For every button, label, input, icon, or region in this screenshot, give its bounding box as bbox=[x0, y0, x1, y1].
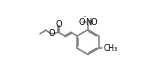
Text: O: O bbox=[55, 20, 62, 29]
Text: ⁻: ⁻ bbox=[82, 16, 86, 22]
Text: N: N bbox=[85, 17, 91, 27]
Text: CH₃: CH₃ bbox=[104, 44, 118, 53]
Text: O: O bbox=[48, 29, 55, 38]
Text: O: O bbox=[90, 17, 97, 27]
Text: O: O bbox=[79, 17, 85, 27]
